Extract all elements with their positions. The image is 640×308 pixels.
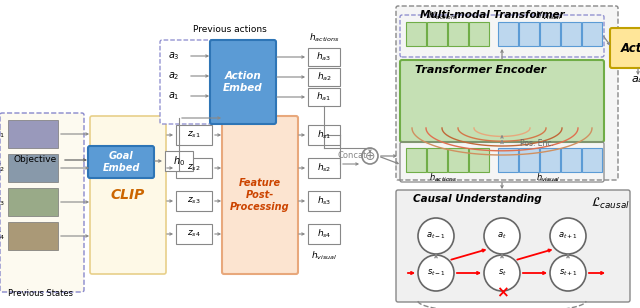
Bar <box>448 148 468 172</box>
FancyBboxPatch shape <box>88 146 154 178</box>
FancyBboxPatch shape <box>210 40 276 124</box>
Text: $h_{actions}$: $h_{actions}$ <box>309 32 339 44</box>
Text: $h_{actions}$: $h_{actions}$ <box>429 172 457 184</box>
Bar <box>308 88 340 106</box>
Bar <box>498 22 518 46</box>
FancyBboxPatch shape <box>222 116 298 274</box>
Text: $\oplus$: $\oplus$ <box>364 149 376 163</box>
Circle shape <box>550 218 586 254</box>
Bar <box>176 191 212 211</box>
Text: $z_{s4}$: $z_{s4}$ <box>187 229 201 239</box>
FancyBboxPatch shape <box>160 40 220 124</box>
Text: $\mathcal{L}_{causal}$: $\mathcal{L}_{causal}$ <box>591 196 629 211</box>
Bar <box>308 224 340 244</box>
Bar <box>582 148 602 172</box>
Text: $a_{t-1}$: $a_{t-1}$ <box>426 231 446 241</box>
Text: $S_3$: $S_3$ <box>0 196 5 208</box>
Bar <box>406 148 426 172</box>
FancyBboxPatch shape <box>610 28 640 68</box>
Text: Pos. Enc.: Pos. Enc. <box>520 139 554 148</box>
Text: Transformer Encoder: Transformer Encoder <box>415 65 546 75</box>
Text: $s_{t-1}$: $s_{t-1}$ <box>426 268 445 278</box>
Text: $h_{a2}$: $h_{a2}$ <box>317 71 332 83</box>
Bar <box>176 125 212 145</box>
Text: $a_t$: $a_t$ <box>497 231 507 241</box>
Bar <box>8 222 58 250</box>
Text: Previous actions: Previous actions <box>193 26 267 34</box>
Bar <box>8 154 58 182</box>
Text: $h_{s4}$: $h_{s4}$ <box>317 228 332 240</box>
Text: $a_1$: $a_1$ <box>168 90 180 102</box>
Text: $h_{a1}$: $h_{a1}$ <box>316 91 332 103</box>
Text: Previous States: Previous States <box>8 289 74 298</box>
Text: $h_{visual}$: $h_{visual}$ <box>311 250 337 262</box>
Text: Goal
Embed: Goal Embed <box>102 151 140 173</box>
Text: $z_{s2}$: $z_{s2}$ <box>188 163 201 173</box>
Text: Feature
Post-
Processing: Feature Post- Processing <box>230 178 290 212</box>
Text: $h_0$: $h_0$ <box>173 154 185 168</box>
FancyBboxPatch shape <box>0 113 84 292</box>
FancyBboxPatch shape <box>90 116 166 274</box>
Text: $S_4$: $S_4$ <box>0 230 5 242</box>
Text: Multi-modal Transformer: Multi-modal Transformer <box>420 10 564 20</box>
Text: Objective: Objective <box>14 156 57 164</box>
Bar <box>406 22 426 46</box>
Text: $S_1$: $S_1$ <box>0 128 5 140</box>
Bar <box>427 22 447 46</box>
Circle shape <box>418 218 454 254</box>
Text: $S_2$: $S_2$ <box>0 162 5 174</box>
Bar <box>308 68 340 86</box>
Text: $h'_{visual}$: $h'_{visual}$ <box>535 10 562 22</box>
Text: $a_2$: $a_2$ <box>168 70 180 82</box>
Text: $h_{s2}$: $h_{s2}$ <box>317 162 331 174</box>
FancyBboxPatch shape <box>396 190 630 302</box>
Bar <box>498 148 518 172</box>
Text: $h_{a3}$: $h_{a3}$ <box>316 51 332 63</box>
FancyBboxPatch shape <box>396 6 618 180</box>
Bar <box>519 148 539 172</box>
Text: CLIP: CLIP <box>111 188 145 202</box>
Text: $\mathbf{\times}$: $\mathbf{\times}$ <box>495 286 508 301</box>
Bar <box>427 148 447 172</box>
Text: Actor: Actor <box>620 42 640 55</box>
Text: Concat: Concat <box>337 151 367 160</box>
Bar <box>448 22 468 46</box>
Circle shape <box>362 148 378 164</box>
Bar <box>308 158 340 178</box>
Circle shape <box>484 255 520 291</box>
FancyBboxPatch shape <box>400 60 604 142</box>
Bar <box>8 120 58 148</box>
Text: $a_3$: $a_3$ <box>168 50 180 62</box>
Bar <box>540 148 560 172</box>
Text: $z_{s3}$: $z_{s3}$ <box>188 196 201 206</box>
Bar <box>176 158 212 178</box>
Text: Action
Embed: Action Embed <box>223 71 263 93</box>
Text: $s_{t+1}$: $s_{t+1}$ <box>559 268 577 278</box>
Bar <box>176 224 212 244</box>
Bar <box>561 22 581 46</box>
Text: $h_{visual}$: $h_{visual}$ <box>536 172 561 184</box>
Circle shape <box>550 255 586 291</box>
Bar <box>582 22 602 46</box>
Circle shape <box>484 218 520 254</box>
Text: $h'_{actions}$: $h'_{actions}$ <box>428 10 458 22</box>
Text: $a_{t+1}$: $a_{t+1}$ <box>558 231 578 241</box>
Bar <box>469 148 489 172</box>
Text: $z_{s1}$: $z_{s1}$ <box>188 130 201 140</box>
Text: Causal Understanding: Causal Understanding <box>413 194 541 204</box>
Circle shape <box>418 255 454 291</box>
Bar <box>561 148 581 172</box>
Bar <box>308 48 340 66</box>
Text: $h_{s3}$: $h_{s3}$ <box>317 195 332 207</box>
Bar <box>519 22 539 46</box>
Text: $h_{s1}$: $h_{s1}$ <box>317 129 332 141</box>
Bar <box>308 125 340 145</box>
Bar <box>540 22 560 46</box>
Bar <box>308 191 340 211</box>
Text: $a_4$: $a_4$ <box>631 74 640 86</box>
Bar <box>469 22 489 46</box>
Bar <box>8 188 58 216</box>
Bar <box>165 151 193 171</box>
Text: $s_t$: $s_t$ <box>497 268 506 278</box>
